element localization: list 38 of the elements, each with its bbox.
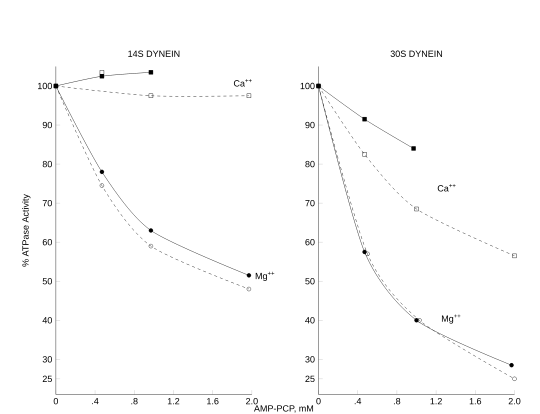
- y-axis-title: % ATPase Activity: [22, 194, 30, 267]
- x-tick-label: .8: [131, 398, 138, 404]
- y-tick-label: 100: [300, 82, 315, 90]
- x-tick-label: 0: [54, 398, 58, 404]
- annotation: Ca$^{++}$: [234, 79, 252, 87]
- y-tick-label: 25: [42, 376, 52, 382]
- y-tick-label: 90: [42, 122, 52, 128]
- chart-title: 30S DYNEIN: [390, 50, 442, 57]
- y-tick-label: 30: [42, 356, 52, 363]
- y-tick-label: 40: [305, 317, 315, 324]
- x-tick-label: .8: [394, 398, 400, 404]
- y-tick-label: 70: [42, 200, 52, 206]
- y-tick-label: 60: [305, 238, 315, 246]
- chart-title: 14S DYNEIN: [128, 50, 180, 57]
- x-tick-label: 1.2: [168, 398, 180, 404]
- y-tick-label: 40: [42, 317, 52, 324]
- annotation: Mg$^{++}$: [442, 314, 460, 324]
- y-tick-label: 30: [305, 356, 315, 363]
- x-tick-label: 2.0: [246, 398, 258, 404]
- y-tick-label: 60: [42, 238, 52, 246]
- y-tick-label: 25: [305, 376, 315, 382]
- y-tick-label: 90: [305, 122, 315, 128]
- y-tick-label: 80: [305, 160, 315, 168]
- y-tick-label: 100: [38, 82, 52, 90]
- text: Mg$^{++}$: [256, 272, 274, 281]
- x-tick-label: 1.6: [207, 398, 219, 404]
- x-tick-label: 2.0: [508, 398, 520, 404]
- x-axis-title: AMP-PCP, mM: [254, 405, 314, 413]
- annotation: Ca$^{++}$: [438, 184, 456, 192]
- x-tick-label: 1.6: [470, 398, 482, 404]
- y-tick-label: 50: [42, 278, 52, 284]
- x-tick-label: 0: [316, 398, 321, 404]
- x-tick-label: 1.2: [430, 398, 442, 404]
- x-tick-label: .4: [92, 398, 99, 404]
- x-tick-label: .4: [354, 398, 362, 404]
- y-tick-label: 70: [305, 200, 315, 206]
- y-tick-label: 50: [305, 278, 315, 284]
- y-tick-label: 80: [42, 160, 52, 168]
